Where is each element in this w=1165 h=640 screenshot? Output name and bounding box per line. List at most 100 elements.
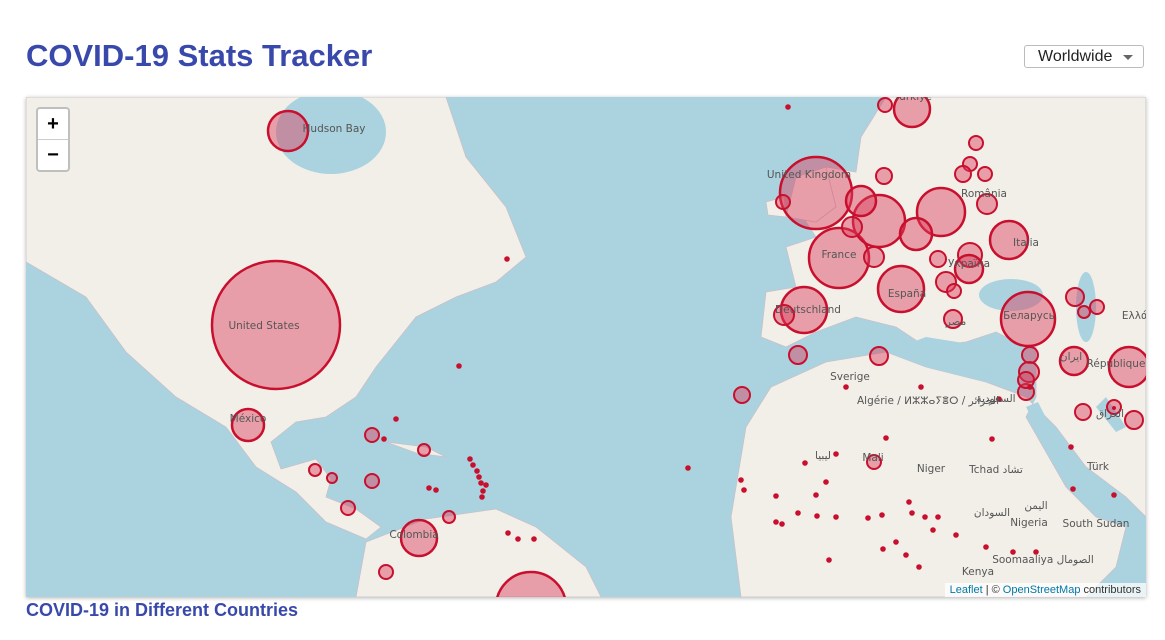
case-circle (773, 304, 795, 326)
case-dot (505, 530, 511, 536)
case-dot (476, 474, 482, 480)
case-dot (381, 436, 387, 442)
case-circle (892, 97, 932, 129)
case-dot (879, 512, 885, 518)
case-circle (778, 155, 854, 231)
map-label: Sverige (830, 371, 870, 383)
case-circle (929, 250, 947, 268)
case-dot (903, 552, 909, 558)
attribution-suffix: contributors (1083, 584, 1141, 596)
case-circle (308, 463, 322, 477)
case-circle (496, 570, 566, 597)
case-dot (470, 462, 476, 468)
case-dot (909, 510, 915, 516)
case-circle (898, 216, 934, 252)
case-dot (479, 494, 485, 500)
case-circle (954, 165, 972, 183)
case-dot (393, 416, 399, 422)
case-circle (1065, 287, 1085, 307)
case-circle (841, 216, 863, 238)
case-dot (880, 546, 886, 552)
case-circle (866, 454, 882, 470)
map-label: Colombia (389, 529, 438, 541)
case-dot (953, 532, 959, 538)
case-dot (906, 499, 912, 505)
case-circle (442, 510, 456, 524)
case-dot (893, 539, 899, 545)
case-dot (426, 485, 432, 491)
map-label: Nigeria (1010, 517, 1048, 529)
map-label: México (230, 413, 267, 425)
case-dot (773, 519, 779, 525)
map-label: South Sudan (1063, 518, 1130, 530)
case-dot (833, 514, 839, 520)
case-dot (922, 514, 928, 520)
land (26, 97, 1146, 597)
map-label: السعودية (976, 393, 1015, 405)
map-label: السودان (974, 507, 1010, 519)
inland-water (276, 97, 1126, 482)
case-circle (807, 226, 871, 290)
region-dropdown[interactable]: Worldwide (1024, 45, 1144, 68)
case-circles (210, 97, 1146, 597)
case-dot (480, 488, 486, 494)
case-dot (823, 479, 829, 485)
case-circle (775, 194, 791, 210)
case-dot (773, 493, 779, 499)
zoom-control: + − (36, 107, 70, 172)
map-canvas: Hudson Bay United States México Colombia Uni… (26, 97, 1146, 597)
case-dot (1010, 549, 1016, 555)
map-label: مصر (945, 316, 967, 328)
case-circle (326, 472, 338, 484)
case-dot (802, 460, 808, 466)
case-circle (230, 407, 266, 443)
case-dot (989, 436, 995, 442)
map-label: United Kingdom (767, 169, 851, 181)
map-label: اليمن (1024, 500, 1047, 512)
leaflet-link[interactable]: Leaflet (949, 584, 983, 596)
map-label: Deutschland (775, 304, 841, 316)
case-circle (340, 500, 356, 516)
case-dot (456, 363, 462, 369)
case-circle (1124, 410, 1144, 430)
case-dot (738, 477, 744, 483)
case-circle (844, 184, 878, 218)
case-circle (364, 473, 380, 489)
case-dot (1070, 486, 1076, 492)
case-dot (843, 384, 849, 390)
attribution-separator: | © (985, 584, 1000, 596)
map-label: Kenya (962, 566, 994, 578)
case-circle (1017, 371, 1035, 389)
case-circle (863, 246, 885, 268)
zoom-in-button[interactable]: + (47, 113, 59, 135)
case-dot (467, 456, 473, 462)
zoom-out-button[interactable]: − (38, 139, 68, 170)
case-dot (483, 482, 489, 488)
case-dot (1027, 384, 1033, 390)
map-labels: Hudson Bay United States México Colombia Uni… (228, 97, 1146, 578)
case-circle (378, 564, 394, 580)
case-circle (1021, 346, 1039, 364)
map-label: United States (228, 320, 299, 332)
case-dot (779, 521, 785, 527)
case-circle (210, 259, 342, 391)
case-dot (1068, 444, 1074, 450)
osm-link[interactable]: OpenStreetMap (1002, 584, 1081, 596)
case-circle (1112, 406, 1116, 410)
case-circle (943, 309, 963, 329)
map-label: Ελλάς (1122, 310, 1146, 322)
case-dot (478, 480, 484, 486)
case-dot (983, 544, 989, 550)
map-label: Mali (862, 452, 883, 464)
case-circle (733, 386, 751, 404)
map-label: Soomaaliya الصومال (992, 554, 1094, 566)
case-dot (515, 536, 521, 542)
map-label: République dém. (1087, 358, 1146, 370)
case-dot (814, 513, 820, 519)
case-dot (996, 396, 1002, 402)
case-circle (953, 253, 985, 285)
dropdown-value: Worldwide (1038, 48, 1113, 65)
map[interactable]: Hudson Bay United States México Colombia Uni… (26, 97, 1146, 597)
case-dot (826, 557, 832, 563)
case-dot (504, 256, 510, 262)
